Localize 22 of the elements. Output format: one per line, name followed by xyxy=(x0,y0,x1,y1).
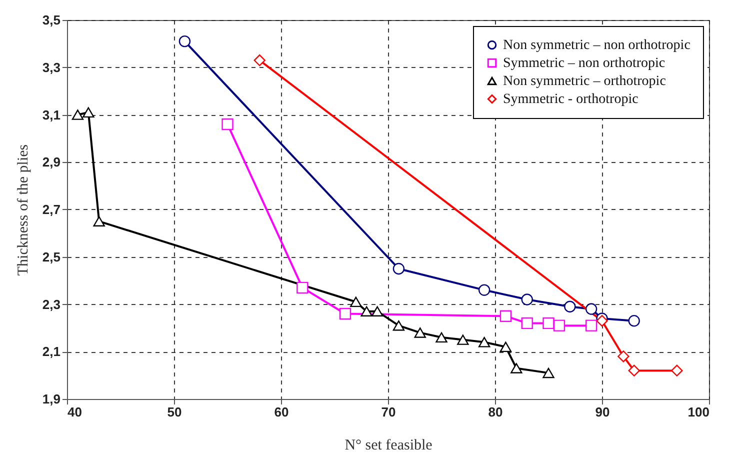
y-tick-label: 2,5 xyxy=(42,249,60,264)
legend-label: Non symmetric – orthotropic xyxy=(503,74,666,89)
x-tick-label: 90 xyxy=(595,404,610,420)
x-tick-label: 60 xyxy=(274,404,289,420)
x-axis-title: N° set feasible xyxy=(344,438,433,454)
y-tick-label: 2,1 xyxy=(42,344,60,360)
y-tick-label: 2,3 xyxy=(42,296,60,312)
y-tick-label: 3,1 xyxy=(42,107,60,122)
x-tick-label: 70 xyxy=(381,404,396,420)
x-tick-label: 100 xyxy=(688,404,710,420)
y-tick-label: 3,3 xyxy=(42,60,60,75)
x-tick-label: 40 xyxy=(68,404,82,420)
y-tick-label: 3,5 xyxy=(42,12,60,28)
legend-label: Symmetric - orthotropic xyxy=(503,92,638,107)
y-tick-label: 1,9 xyxy=(42,392,60,406)
x-tick-label: 50 xyxy=(167,404,182,420)
y-tick-label: 2,7 xyxy=(42,202,60,217)
y-tick-label: 2,9 xyxy=(42,154,60,170)
y-axis-title: Thickness of the plies xyxy=(15,144,32,276)
legend-label: Non symmetric – non orthotropic xyxy=(503,38,690,53)
legend-label: Symmetric – non orthotropic xyxy=(503,56,666,71)
x-tick-label: 80 xyxy=(488,404,503,420)
